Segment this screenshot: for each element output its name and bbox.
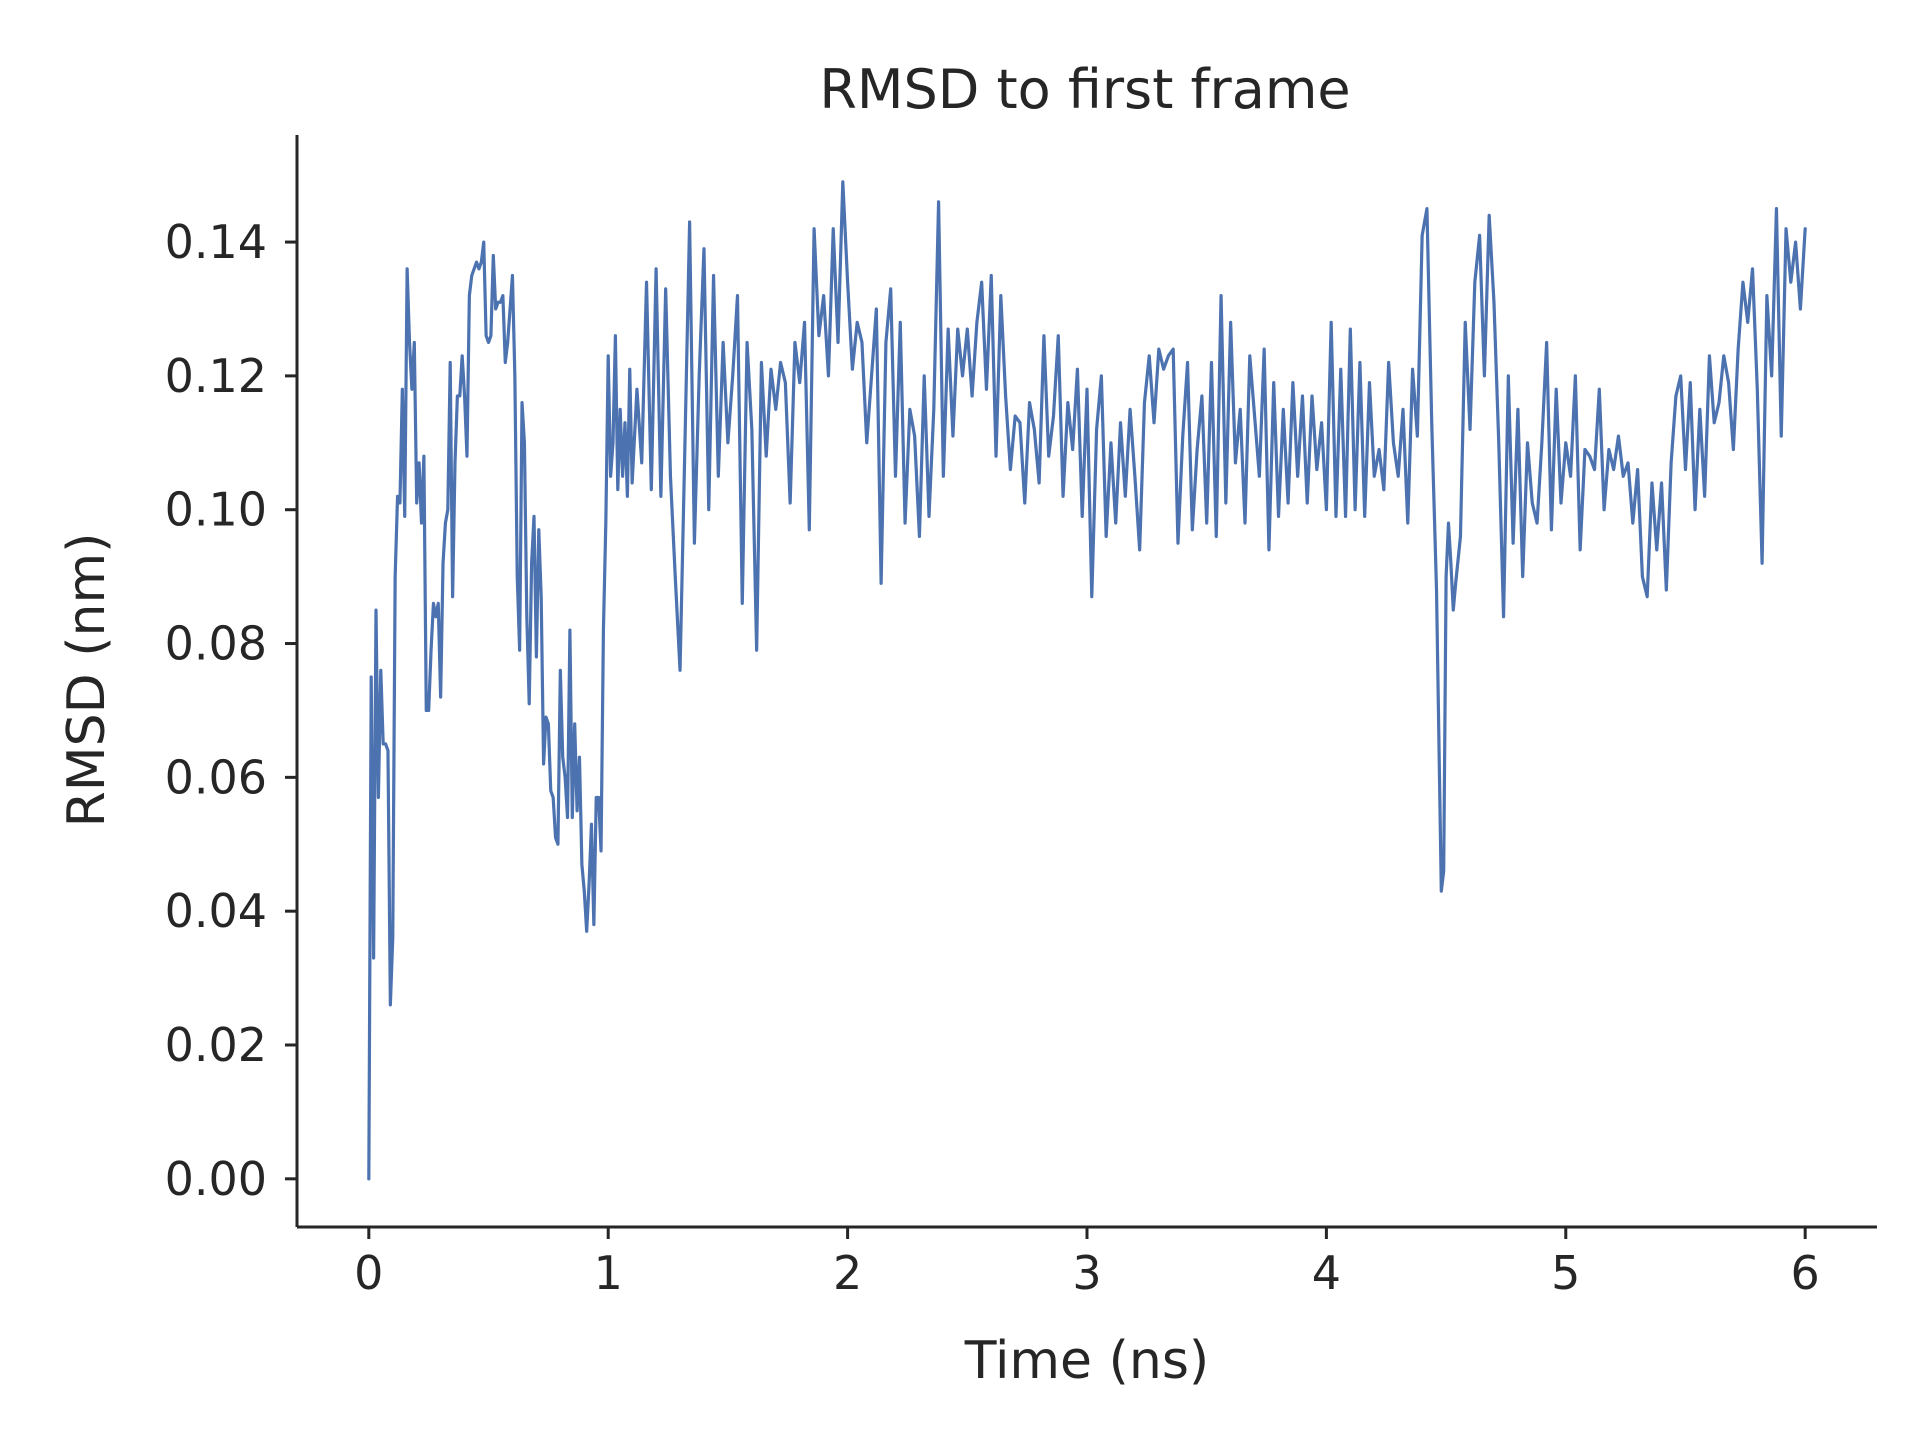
- y-tick-label: 0.14: [165, 215, 267, 269]
- x-tick-label: 6: [1791, 1246, 1820, 1300]
- y-tick-label: 0.06: [165, 750, 267, 804]
- x-tick-label: 1: [594, 1246, 623, 1300]
- x-tick-label: 4: [1312, 1246, 1341, 1300]
- y-ticks: 0.00 0.02 0.04 0.06 0.08 0.10 0.12 0.14: [165, 215, 297, 1206]
- x-tick-label: 2: [833, 1246, 862, 1300]
- y-tick-label: 0.04: [165, 884, 267, 938]
- x-tick-label: 3: [1072, 1246, 1101, 1300]
- axes: 0 1 2 3 4 5 6 0.00 0.02 0.04 0.06 0.08 0.10 0.12 0.14: [165, 135, 1877, 1300]
- x-ticks: 0 1 2 3 4 5 6: [354, 1227, 1820, 1300]
- y-tick-label: 0.08: [165, 617, 267, 671]
- x-axis-label: Time (ns): [964, 1331, 1209, 1391]
- y-axis-label: RMSD (nm): [57, 533, 117, 828]
- y-tick-label: 0.10: [165, 483, 267, 537]
- chart-title: RMSD to first frame: [819, 58, 1350, 121]
- y-tick-label: 0.00: [165, 1152, 267, 1206]
- y-tick-label: 0.02: [165, 1018, 267, 1072]
- y-tick-label: 0.12: [165, 349, 267, 403]
- series-line-rmsd: [367, 180, 1807, 1181]
- plot-area: [367, 180, 1807, 1181]
- x-tick-label: 5: [1551, 1246, 1580, 1300]
- x-tick-label: 0: [354, 1246, 383, 1300]
